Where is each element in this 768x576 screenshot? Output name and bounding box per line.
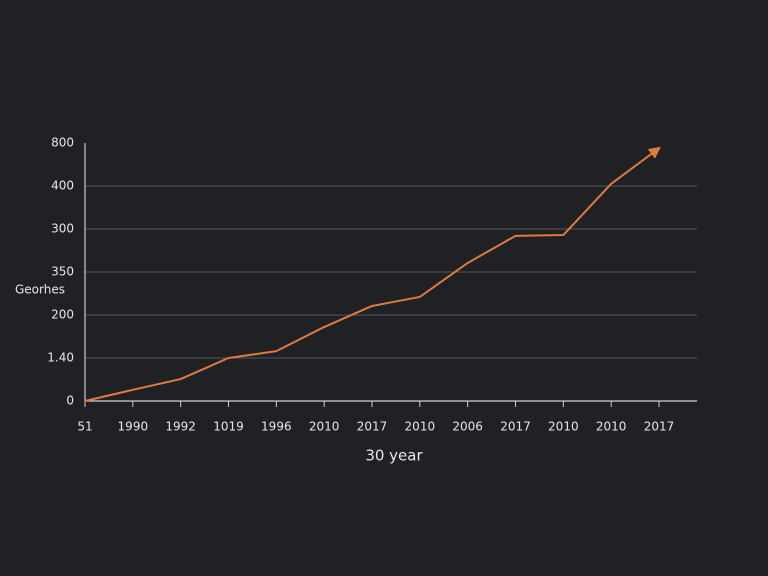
y-axis-label: Georhes	[15, 283, 65, 297]
y-tick-label: 300	[51, 222, 74, 236]
x-tick-label: 2006	[452, 420, 483, 434]
x-tick-label: 2017	[644, 420, 675, 434]
x-tick-label: 2017	[500, 420, 531, 434]
y-tick-label: 0	[66, 394, 74, 408]
x-tick-label: 1992	[165, 420, 196, 434]
line	[84, 146, 661, 402]
x-tick-label: 1996	[261, 420, 292, 434]
y-tick-label: 350	[51, 265, 74, 279]
x-tick-label: 2017	[357, 420, 388, 434]
x-tick-label: 2010	[405, 420, 436, 434]
y-tick-label: 400	[51, 179, 74, 193]
y-tick-label: 800	[51, 136, 74, 150]
x-tick-label: 2010	[596, 420, 627, 434]
x-tick-label: 1019	[213, 420, 244, 434]
x-axis-label: 30 year	[365, 447, 423, 465]
x-tick-label: 1990	[118, 420, 149, 434]
x-tick-label: 51	[77, 420, 92, 434]
x-tick-label: 2010	[309, 420, 340, 434]
y-tick-label: 200	[51, 308, 74, 322]
x-tick-label: 2010	[548, 420, 579, 434]
y-tick-label: 1.40	[47, 351, 74, 365]
